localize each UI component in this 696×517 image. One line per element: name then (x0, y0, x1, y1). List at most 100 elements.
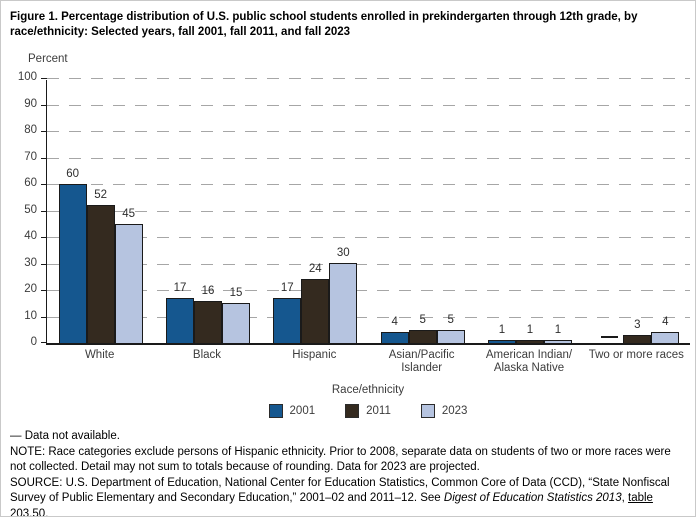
bar-value-label: 17 (173, 282, 187, 294)
bar-slot-2023: 30 (329, 80, 358, 343)
legend: 2001 2011 2023 (46, 404, 690, 418)
bar-slot-2001 (595, 80, 623, 343)
x-axis-labels: White Black Hispanic Asian/Pacific Islander… (46, 349, 690, 375)
y-tick-label-100: 100 (17, 71, 37, 83)
footnote-data-not-available: — Data not available. (10, 430, 120, 442)
bar-group-asian-pacific-islander: 4 5 5 (369, 80, 476, 343)
gridline-40 (47, 237, 690, 238)
figure-title: Figure 1. Percentage distribution of U.S… (10, 11, 638, 38)
bar-2001 (487, 340, 516, 343)
y-tick-label-20: 20 (24, 283, 37, 295)
legend-swatch-2001 (268, 404, 283, 418)
bar-2011 (408, 330, 437, 343)
y-tick-10 (41, 316, 47, 318)
source-text: SOURCE: U.S. Department of Education, Na… (10, 476, 670, 505)
x-category-label: American Indian/ Alaska Native (485, 349, 573, 374)
bar-value-label: 4 (662, 316, 669, 328)
bar-slot-2011: 52 (86, 80, 115, 343)
y-tick-label-90: 90 (24, 97, 37, 110)
y-axis-title: Percent (28, 53, 68, 65)
gridline-10 (47, 316, 690, 318)
y-tick-label-60: 60 (24, 177, 37, 189)
y-tick-60 (41, 184, 47, 185)
gridline-20 (47, 290, 690, 291)
y-tick-30 (41, 263, 47, 265)
y-tick-label-70: 70 (24, 150, 37, 163)
legend-label-2001: 2001 (289, 405, 316, 417)
bar-value-label: 3 (634, 319, 641, 331)
y-tick-90 (41, 104, 47, 106)
bar-value-label: 52 (94, 189, 108, 201)
y-tick-20 (41, 290, 47, 291)
bar-slot-2001: 1 (487, 80, 516, 343)
no-data-dash-2001 (600, 336, 618, 338)
x-category-label: White (84, 349, 115, 361)
y-tick-label-0: 0 (30, 336, 37, 348)
bar-value-label: 16 (201, 285, 215, 297)
bar-2001 (273, 298, 302, 343)
source-separator: , (621, 492, 628, 504)
bar-slot-2023: 5 (436, 80, 465, 343)
y-tick-label-30: 30 (24, 256, 37, 269)
y-tick-label-50: 50 (24, 203, 37, 216)
bar-2023 (221, 303, 250, 343)
bar-2011 (301, 279, 330, 343)
bar-value-label: 15 (229, 287, 243, 299)
y-tick-50 (41, 210, 47, 212)
legend-swatch-2023 (420, 404, 435, 418)
y-tick-70 (41, 157, 47, 159)
bar-slot-2011: 3 (623, 80, 652, 343)
legend-item-2001: 2001 (268, 404, 316, 418)
legend-item-2011: 2011 (345, 404, 391, 418)
bar-value-label: 1 (554, 324, 562, 336)
bar-2023 (114, 224, 143, 343)
bar-slot-2023: 45 (114, 80, 143, 343)
bar-value-label: 24 (308, 263, 322, 275)
bar-group-american-indian-: 1 1 1 (476, 80, 583, 343)
bar-chart: Percent 0 10 20 30 40 50 60 70 80 90 100 60 52 45 17 16… (10, 53, 690, 418)
x-category-label: Asian/Pacific Islander (388, 349, 455, 374)
y-tick-label-40: 40 (24, 230, 37, 242)
legend-label-2011: 2011 (366, 405, 391, 417)
source-publication-title: Digest of Education Statistics 2013 (443, 492, 622, 504)
legend-swatch-2011 (345, 404, 360, 418)
bar-value-label: 30 (336, 247, 350, 259)
y-tick-100 (41, 78, 47, 79)
bar-slot-2001: 60 (58, 80, 87, 343)
bar-slot-2001: 4 (380, 80, 409, 343)
bar-slot-2011: 1 (515, 80, 544, 343)
bar-2011 (515, 340, 544, 343)
bar-value-label: 5 (447, 314, 454, 326)
bar-slot-2023: 4 (651, 80, 680, 343)
bar-slot-2023: 1 (543, 80, 572, 343)
bar-2011 (193, 301, 222, 343)
bar-2011 (623, 335, 652, 343)
x-category-label: Hispanic (292, 349, 337, 361)
footnote-source: SOURCE: U.S. Department of Education, Na… (10, 476, 686, 517)
legend-item-2023: 2023 (420, 404, 467, 418)
y-tick-80 (41, 131, 47, 132)
bar-value-label: 5 (419, 314, 426, 326)
bar-slot-2011: 24 (301, 80, 330, 343)
x-axis-title: Race/ethnicity (331, 384, 405, 396)
bar-group-black: 17 16 15 (154, 80, 261, 343)
y-tick-0 (41, 342, 47, 343)
bar-2001 (380, 332, 409, 343)
bar-group-hispanic: 17 24 30 (262, 80, 369, 343)
table-203-50-link[interactable]: table 203.50 (10, 492, 653, 517)
bar-2001 (165, 298, 194, 343)
plot-area: 0 10 20 30 40 50 60 70 80 90 100 60 52 45 17 16 15 17 24 30… (18, 71, 691, 348)
bar-slot-2001: 17 (165, 80, 194, 343)
y-tick-40 (41, 237, 47, 238)
y-tick-label-10: 10 (24, 309, 37, 322)
gridline-70 (47, 157, 690, 159)
x-category-label: Black (192, 349, 222, 361)
bar-value-label: 60 (66, 168, 80, 180)
bar-2001 (58, 184, 87, 343)
bar-2011 (86, 205, 115, 343)
gridline-50 (47, 210, 690, 212)
y-tick-label-80: 80 (24, 124, 37, 136)
x-category-label: Two or more races (588, 349, 684, 361)
